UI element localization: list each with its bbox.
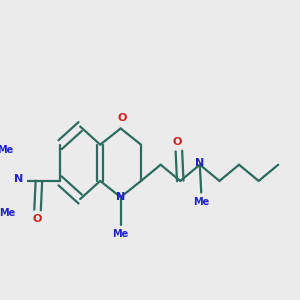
- Text: O: O: [117, 113, 127, 123]
- Text: O: O: [33, 214, 42, 224]
- Text: O: O: [173, 137, 182, 147]
- Text: N: N: [14, 174, 23, 184]
- Text: Me: Me: [0, 208, 15, 218]
- Text: N: N: [196, 158, 205, 168]
- Text: N: N: [116, 192, 125, 202]
- Text: Me: Me: [0, 145, 14, 155]
- Text: Me: Me: [112, 229, 129, 239]
- Text: Me: Me: [194, 197, 210, 207]
